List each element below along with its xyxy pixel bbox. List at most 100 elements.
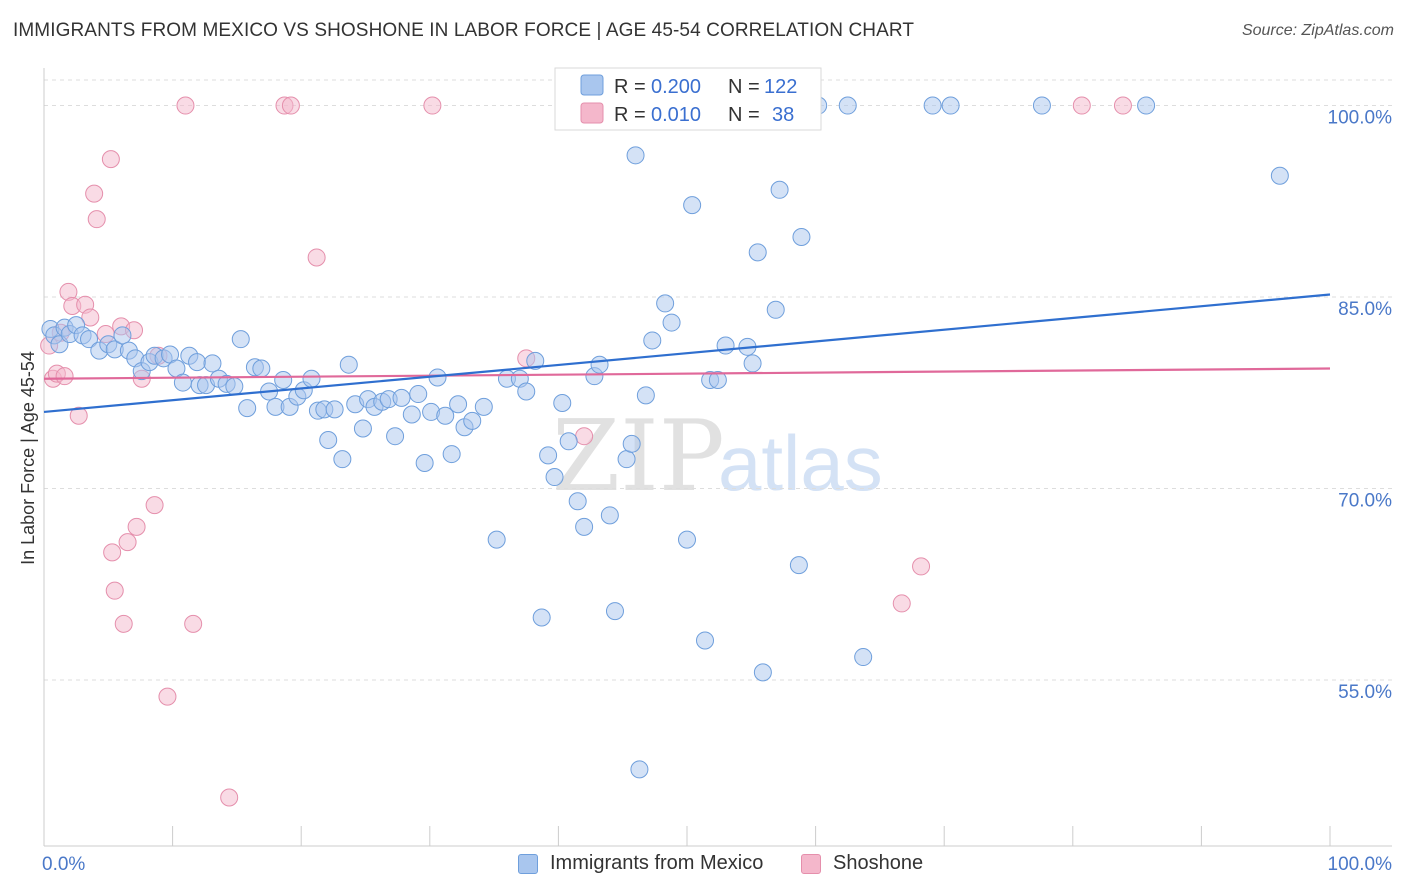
mexico-point-42 xyxy=(319,431,338,450)
shoshone-point-14 xyxy=(103,543,122,562)
mexico-point-25 xyxy=(203,354,222,373)
x-tick-label-0: 0.0% xyxy=(42,854,85,875)
mexico-point-55 xyxy=(409,385,428,404)
mexico-point-110 xyxy=(941,96,960,115)
y-tick-label-2: 85.0% xyxy=(1338,299,1392,320)
shoshone-point-10 xyxy=(85,184,104,203)
shoshone-point-24 xyxy=(158,687,177,706)
y-tick-labels: 55.0% 70.0% 85.0% 100.0% xyxy=(1328,108,1393,703)
mexico-point-35 xyxy=(274,371,293,390)
mexico-point-85 xyxy=(643,331,662,350)
mexico-point-99 xyxy=(748,243,767,262)
shoshone-point-7 xyxy=(69,406,88,425)
y-tick-label-0: 55.0% xyxy=(1338,682,1392,703)
mexico-point-54 xyxy=(402,405,421,424)
y-tick-label-1: 70.0% xyxy=(1338,491,1392,512)
shoshone-point-30 xyxy=(307,248,326,267)
mexico-point-7 xyxy=(80,330,99,349)
mexico-point-95 xyxy=(708,371,727,390)
mexico-point-39 xyxy=(302,369,321,388)
y-axis-label: In Labor Force | Age 45-54 xyxy=(18,351,38,565)
mexico-point-80 xyxy=(605,602,624,621)
bottom-legend-swatch-pink xyxy=(801,853,821,874)
mexico-point-91 xyxy=(683,196,702,215)
source-label: Source: ZipAtlas.com xyxy=(1241,22,1394,39)
mexico-point-68 xyxy=(517,382,536,401)
mexico-point-87 xyxy=(656,294,675,313)
bottom-legend-label-mexico: Immigrants from Mexico xyxy=(550,852,764,874)
shoshone-point-36 xyxy=(1072,96,1091,115)
mexico-point-103 xyxy=(789,556,808,575)
mexico-point-100 xyxy=(753,663,772,682)
mexico-point-22 xyxy=(188,353,207,372)
mexico-point-47 xyxy=(353,419,372,438)
shoshone-point-4 xyxy=(55,367,74,386)
legend-n-value-1: 122 xyxy=(764,76,797,98)
mexico-point-107 xyxy=(838,96,857,115)
mexico-point-43 xyxy=(325,400,344,419)
axes xyxy=(43,68,1392,847)
legend-r-label-2: R = xyxy=(614,104,646,126)
shoshone-point-31 xyxy=(423,96,442,115)
mexico-point-60 xyxy=(442,445,461,464)
watermark-atlas: atlas xyxy=(718,419,883,507)
mexico-point-98 xyxy=(743,354,762,373)
mexico-point-113 xyxy=(1270,166,1289,185)
mexico-point-53 xyxy=(392,388,411,407)
x-tick-label-1: 100.0% xyxy=(1328,854,1393,875)
mexico-points xyxy=(41,96,1289,779)
mexico-point-81 xyxy=(617,450,636,469)
x-tick-labels: 0.0% 100.0% xyxy=(42,854,1392,875)
legend-swatch-blue xyxy=(580,74,604,96)
mexico-point-84 xyxy=(636,386,655,405)
shoshone-point-27 xyxy=(220,788,239,807)
shoshone-point-17 xyxy=(114,614,133,633)
mexico-point-76 xyxy=(575,517,594,536)
legend-n-value-2: 38 xyxy=(772,104,794,126)
mexico-point-29 xyxy=(231,330,250,349)
mexico-point-78 xyxy=(590,355,609,374)
shoshone-point-22 xyxy=(145,496,164,515)
mexico-point-11 xyxy=(113,326,132,345)
shoshone-point-15 xyxy=(105,581,124,600)
mexico-point-111 xyxy=(1032,96,1051,115)
mexico-point-79 xyxy=(600,506,619,525)
legend-r-value-2: 0.010 xyxy=(651,104,701,126)
mexico-point-30 xyxy=(238,399,257,418)
mexico-point-90 xyxy=(678,530,696,549)
mexico-point-109 xyxy=(923,96,942,115)
mexico-point-70 xyxy=(532,608,551,627)
mexico-point-74 xyxy=(559,432,578,451)
bottom-legend-label-shoshone: Shoshone xyxy=(833,852,924,874)
shoshone-point-9 xyxy=(81,308,100,327)
mexico-point-112 xyxy=(1137,96,1156,115)
mexico-point-65 xyxy=(487,530,506,549)
mexico-point-72 xyxy=(545,468,564,487)
mexico-point-108 xyxy=(854,648,873,667)
mexico-point-73 xyxy=(553,393,572,412)
mexico-point-69 xyxy=(526,351,545,370)
mexico-point-102 xyxy=(770,180,789,199)
shoshone-point-11 xyxy=(87,210,106,229)
mexico-point-71 xyxy=(539,446,558,465)
bottom-legend-swatch-blue xyxy=(518,853,538,874)
shoshone-point-13 xyxy=(101,150,120,169)
trend-lines xyxy=(43,293,1331,414)
mexico-point-32 xyxy=(252,359,271,378)
mexico-point-63 xyxy=(463,411,482,430)
mexico-point-52 xyxy=(386,427,405,446)
legend-n-label-2: N = xyxy=(728,104,760,126)
shoshone-point-25 xyxy=(176,96,195,115)
shoshone-point-37 xyxy=(1113,96,1132,115)
chart-title: IMMIGRANTS FROM MEXICO VS SHOSHONE IN LA… xyxy=(13,20,915,41)
mexico-point-64 xyxy=(474,397,493,416)
shoshone-point-18 xyxy=(118,533,137,552)
shoshone-point-20 xyxy=(127,517,146,536)
bottom-legend-item-shoshone: Shoshone xyxy=(801,852,923,875)
stats-legend: R = 0.200 N = 122 R = 0.010 N = 38 xyxy=(554,67,822,131)
mexico-point-101 xyxy=(766,300,785,319)
bottom-legend: Immigrants from Mexico Shoshone xyxy=(0,852,1406,878)
mexico-point-28 xyxy=(225,377,244,396)
mexico-point-88 xyxy=(662,313,681,332)
mexico-point-59 xyxy=(436,406,455,425)
